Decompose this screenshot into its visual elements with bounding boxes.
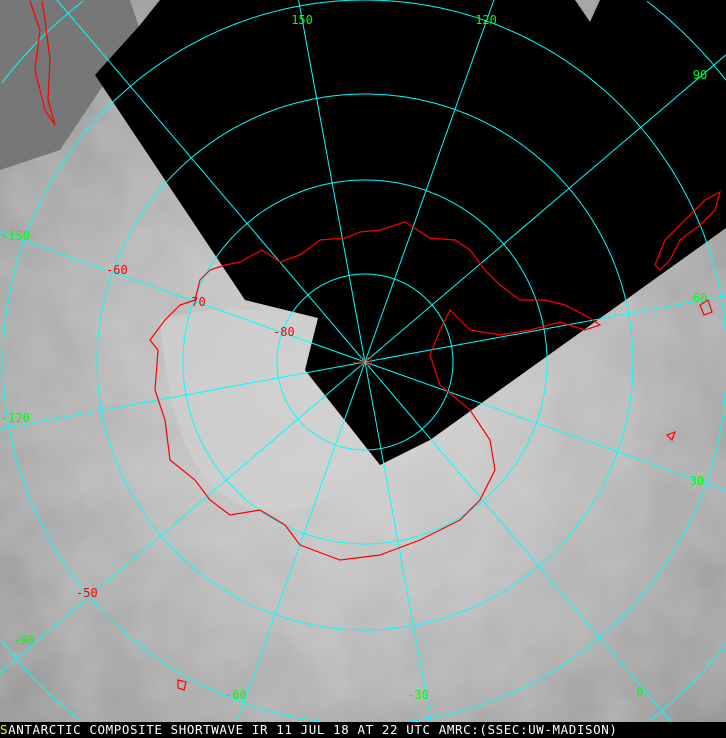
longitude-label: -60 [225,688,247,702]
no-data-region [95,0,726,465]
meridian-line [364,295,726,363]
longitude-label: 150 [291,13,313,27]
latitude-circle [96,93,634,631]
meridian-line [364,0,495,363]
meridian-line [298,0,366,363]
graticule [0,0,726,722]
longitude-label: 60 [693,291,707,305]
meridian-line [364,361,726,491]
meridian-line [0,231,366,363]
meridian-line [364,361,432,722]
longitude-label: -150 [1,229,30,243]
antarctic-composite-map: 150 120 90 60 30 0 -30 -60 -90 -120 -150 -50 -60 -70 -… [0,0,726,722]
longitude-label: -30 [407,688,429,702]
longitude-label: -90 [13,633,35,647]
longitude-label: -120 [1,411,30,425]
longitude-label: 90 [693,68,707,82]
longitude-label: 120 [475,13,497,27]
longitude-label: 0 [636,685,643,699]
meridian-line [0,361,366,673]
latitude-circle [1,0,726,721]
latitude-circle [182,179,548,545]
latitude-label: -90 [351,355,373,369]
new-zealand-imagery [0,0,140,170]
antarctica-coastline [149,221,602,561]
latitude-label: -70 [184,295,206,309]
meridian-line [364,361,672,722]
meridian-line [236,361,366,722]
latitude-label: -60 [106,263,128,277]
coastline [29,0,721,691]
meridian-line [56,0,366,363]
island-coastline [177,299,713,691]
caption-text: ANTARCTIC COMPOSITE SHORTWAVE IR 11 JUL … [8,722,618,737]
latitude-label: -50 [76,586,98,600]
ssec-logo: S [0,722,9,737]
antarctic-peninsula-coastline [654,190,721,271]
meridian-line [0,361,366,430]
latitude-label: -80 [273,325,295,339]
meridian-line [364,54,726,363]
image-caption: SANTARCTIC COMPOSITE SHORTWAVE IR 11 JUL… [0,722,726,738]
new-zealand-coastline [29,0,56,126]
graticule-labels: 150 120 90 60 30 0 -30 -60 -90 -120 -150 -50 -60 -70 -… [1,13,707,702]
latitude-circle [276,273,454,451]
longitude-label: 30 [690,474,704,488]
